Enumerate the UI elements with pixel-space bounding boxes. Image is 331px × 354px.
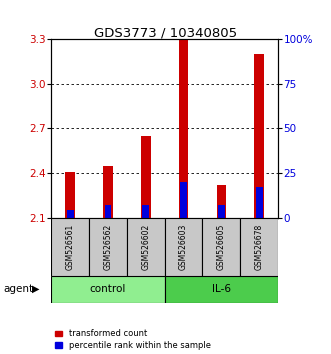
Text: GSM526562: GSM526562 [104,224,113,270]
Text: GSM526605: GSM526605 [217,224,226,270]
Bar [51,218,89,276]
Bar [89,218,127,276]
Bar [127,218,165,276]
Text: ▶: ▶ [32,284,39,294]
Bar [256,187,262,218]
Text: IL-6: IL-6 [212,284,231,295]
Bar [216,185,226,218]
Text: GSM526678: GSM526678 [255,224,264,270]
Bar [240,218,278,276]
Text: control: control [90,284,126,295]
Bar [103,166,113,218]
Legend: transformed count, percentile rank within the sample: transformed count, percentile rank withi… [56,329,211,350]
Bar [165,276,278,303]
Text: GDS3773 / 10340805: GDS3773 / 10340805 [94,27,237,40]
Bar [203,218,240,276]
Bar [180,182,187,218]
Bar [67,210,73,218]
Text: agent: agent [3,284,33,294]
Bar [142,205,149,218]
Bar [255,54,264,218]
Bar [51,276,165,303]
Text: GSM526561: GSM526561 [66,224,75,270]
Bar [165,218,203,276]
Text: GSM526602: GSM526602 [141,224,150,270]
Bar [218,205,225,218]
Bar [141,136,151,218]
Bar [66,172,75,218]
Bar [179,39,188,218]
Bar [105,205,112,218]
Text: GSM526603: GSM526603 [179,224,188,270]
